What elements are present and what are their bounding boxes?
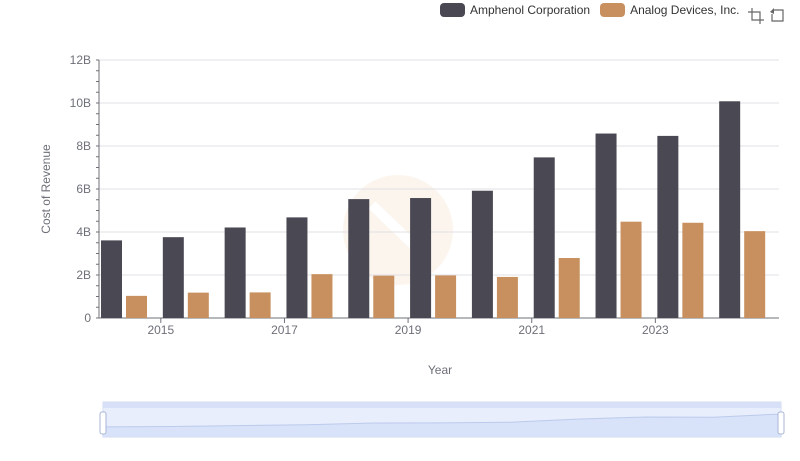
- bar-amphenol-2023[interactable]: [657, 135, 679, 318]
- y-tick-label: 4B: [76, 225, 91, 239]
- bar-amphenol-2018[interactable]: [348, 199, 370, 318]
- bar-amphenol-2014[interactable]: [101, 240, 122, 318]
- legend-item-analog-devices[interactable]: Analog Devices, Inc.: [600, 3, 739, 17]
- data-zoom-handle-right[interactable]: [777, 411, 785, 435]
- x-tick-label: 2021: [518, 323, 545, 337]
- bar-amphenol-2022[interactable]: [595, 133, 617, 318]
- y-tick-label: 2B: [76, 268, 91, 282]
- y-axis-title: Cost of Revenue: [39, 144, 53, 234]
- data-zoom-slider[interactable]: [99, 401, 785, 438]
- bar-analog-devices-2016[interactable]: [249, 292, 271, 318]
- legend-swatch-amphenol: [440, 3, 465, 17]
- y-tick-label: 10B: [70, 96, 91, 110]
- y-tick-label: 12B: [70, 53, 91, 67]
- bar-amphenol-2017[interactable]: [286, 217, 308, 318]
- bar-analog-devices-2021[interactable]: [558, 258, 580, 318]
- data-zoom-handle-left[interactable]: [99, 411, 107, 435]
- zoom-icon[interactable]: [746, 6, 764, 24]
- legend-label-analog-devices: Analog Devices, Inc.: [630, 3, 740, 17]
- x-axis-title: Year: [428, 363, 452, 377]
- bars: [101, 101, 766, 318]
- bar-analog-devices-2017[interactable]: [311, 274, 333, 318]
- bar-analog-devices-2023[interactable]: [682, 222, 704, 318]
- bar-analog-devices-2015[interactable]: [187, 292, 209, 318]
- bar-amphenol-2015[interactable]: [162, 237, 184, 318]
- y-tick-label: 0: [84, 311, 91, 325]
- axis-labels: 0 2B 4B 6B 8B 10B 12B 2015 2017 2019 2021 2023 Year C…: [39, 53, 669, 377]
- bar-amphenol-2019[interactable]: [410, 198, 432, 318]
- legend-swatch-analog-devices: [600, 3, 626, 17]
- x-tick-label: 2023: [642, 323, 669, 337]
- restore-icon[interactable]: [768, 6, 786, 24]
- legend-label-amphenol: Amphenol Corporation: [470, 3, 591, 17]
- bar-amphenol-2020[interactable]: [471, 190, 493, 318]
- y-tick-label: 6B: [76, 182, 91, 196]
- data-zoom-drag-bar[interactable]: [103, 402, 781, 408]
- x-tick-label: 2017: [271, 323, 298, 337]
- y-tick-label: 8B: [76, 139, 91, 153]
- bar-analog-devices-2019[interactable]: [435, 275, 457, 318]
- bar-amphenol-2016[interactable]: [224, 227, 246, 318]
- x-tick-label: 2015: [147, 323, 174, 337]
- bar-amphenol-2021[interactable]: [533, 157, 555, 318]
- bar-analog-devices-2018[interactable]: [373, 275, 395, 318]
- bar-analog-devices-2014[interactable]: [126, 295, 147, 318]
- legend: Amphenol Corporation Analog Devices, Inc…: [440, 3, 749, 17]
- bar-analog-devices-2022[interactable]: [620, 221, 642, 318]
- x-tick-label: 2019: [395, 323, 422, 337]
- toolbox: [746, 6, 790, 24]
- bar-analog-devices-2020[interactable]: [496, 276, 518, 318]
- legend-item-amphenol[interactable]: Amphenol Corporation: [440, 3, 590, 17]
- bar-amphenol-2024[interactable]: [719, 101, 741, 318]
- bar-analog-devices-2024[interactable]: [744, 231, 766, 318]
